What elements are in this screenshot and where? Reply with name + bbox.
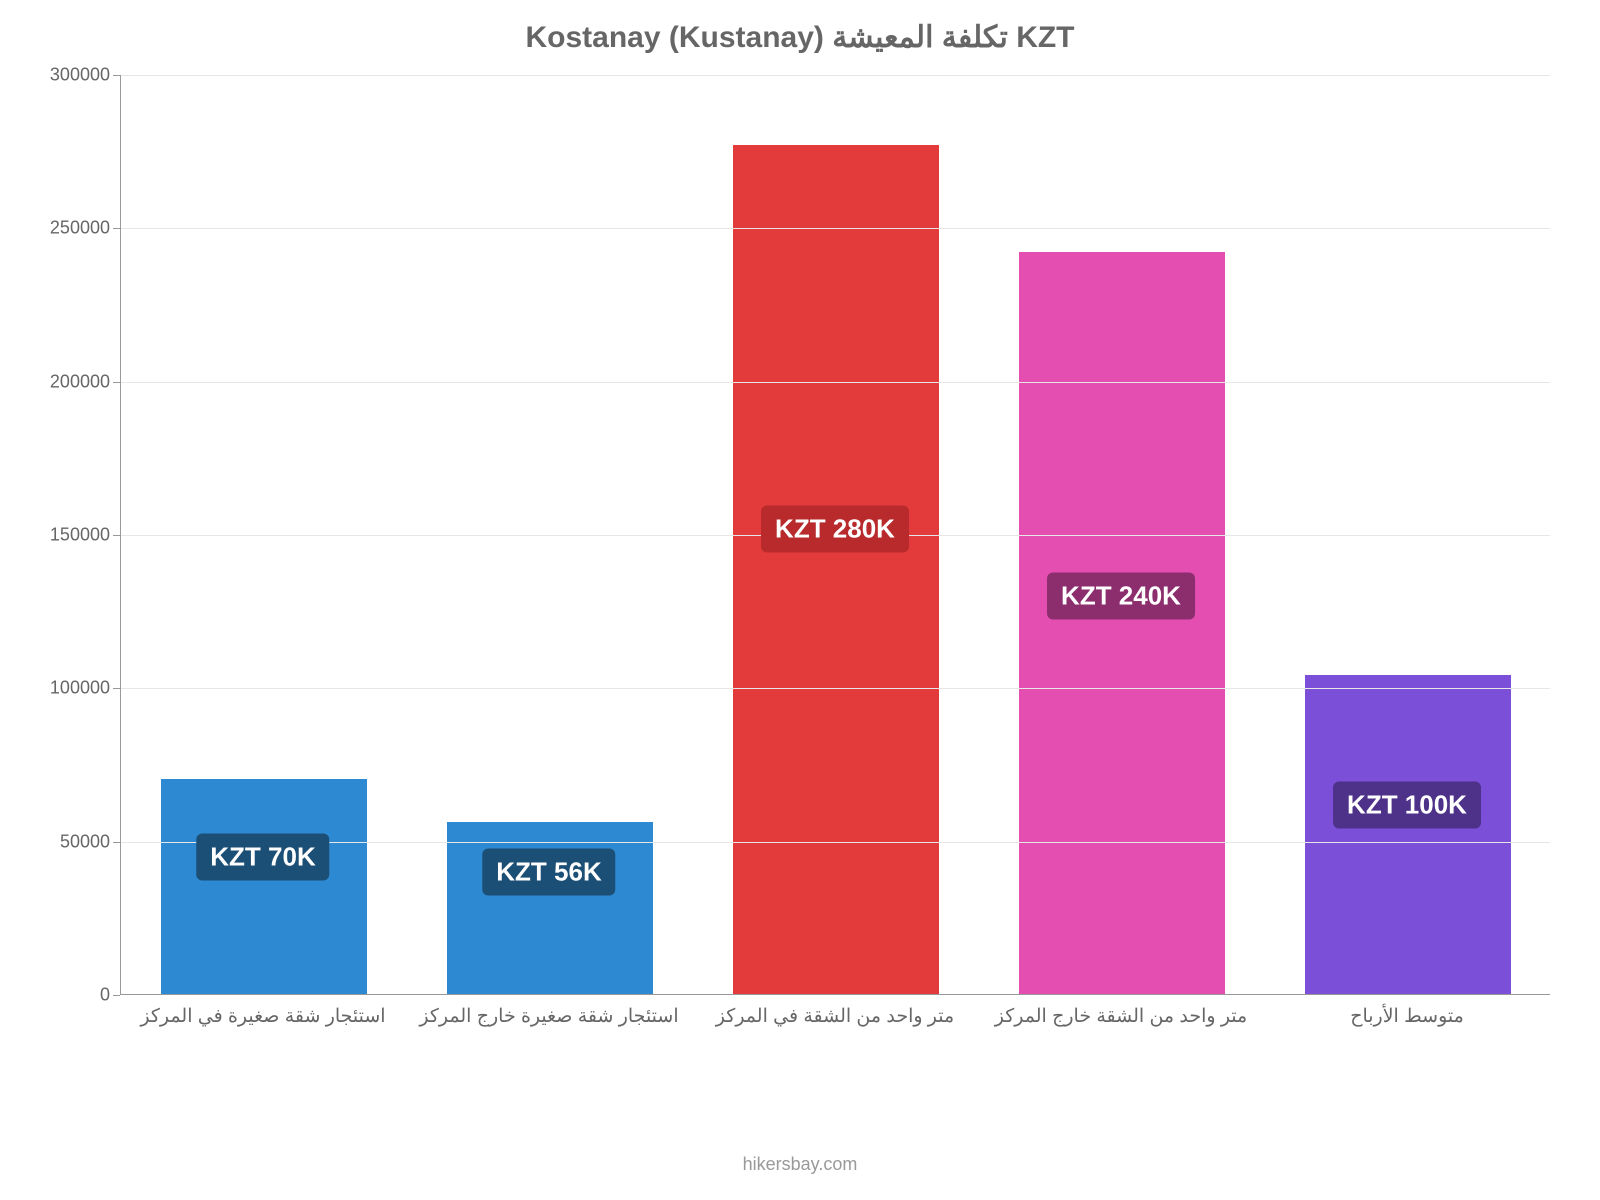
y-tick-mark — [113, 228, 120, 229]
y-tick-mark — [113, 75, 120, 76]
y-tick-mark — [113, 688, 120, 689]
x-tick-label: متوسط الأرباح — [1264, 1005, 1550, 1028]
value-badge: KZT 280K — [761, 505, 909, 552]
x-tick-label: استئجار شقة صغيرة في المركز — [120, 1005, 406, 1028]
y-tick-label: 250000 — [10, 218, 110, 239]
cost-of-living-chart: Kostanay (Kustanay) تكلفة المعيشة KZT 0 5… — [0, 0, 1600, 1200]
y-tick-label: 300000 — [10, 65, 110, 86]
y-tick-mark — [113, 842, 120, 843]
chart-title: Kostanay (Kustanay) تكلفة المعيشة KZT — [0, 20, 1600, 55]
y-gridline — [121, 382, 1550, 383]
y-gridline — [121, 228, 1550, 229]
y-tick-mark — [113, 535, 120, 536]
value-badge: KZT 240K — [1047, 573, 1195, 620]
attribution-text: hikersbay.com — [0, 1154, 1600, 1175]
x-tick-label: متر واحد من الشقة خارج المركز — [978, 1005, 1264, 1028]
value-badge: KZT 100K — [1333, 781, 1481, 828]
y-tick-label: 0 — [10, 985, 110, 1006]
y-tick-label: 50000 — [10, 831, 110, 852]
bar — [1019, 252, 1225, 994]
bar — [733, 145, 939, 994]
y-gridline — [121, 75, 1550, 76]
bar — [1305, 675, 1511, 994]
y-tick-label: 150000 — [10, 525, 110, 546]
y-gridline — [121, 842, 1550, 843]
y-tick-mark — [113, 995, 120, 996]
y-tick-mark — [113, 382, 120, 383]
bar — [161, 779, 367, 994]
y-tick-label: 200000 — [10, 371, 110, 392]
y-tick-label: 100000 — [10, 678, 110, 699]
x-tick-label: استئجار شقة صغيرة خارج المركز — [406, 1005, 692, 1028]
value-badge: KZT 70K — [196, 834, 329, 881]
value-badge: KZT 56K — [482, 849, 615, 896]
x-tick-label: متر واحد من الشقة في المركز — [692, 1005, 978, 1028]
y-gridline — [121, 688, 1550, 689]
